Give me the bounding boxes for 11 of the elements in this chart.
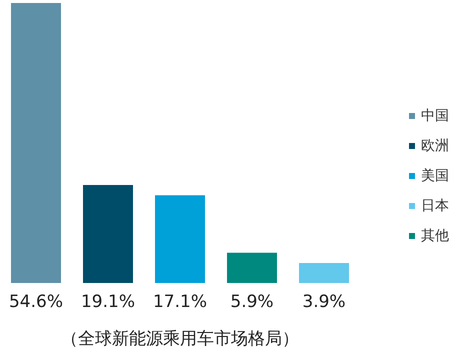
x-axis-title: （全球新能源乘用车市场格局）	[61, 329, 299, 349]
legend-label: 其他	[421, 227, 449, 246]
legend-label: 美国	[421, 167, 449, 186]
data-label: 5.9%	[230, 292, 274, 312]
data-label: 3.9%	[302, 292, 346, 312]
data-label: 17.1%	[152, 292, 208, 312]
legend-label: 欧洲	[421, 137, 449, 156]
data-label: 19.1%	[80, 292, 136, 312]
data-label: 54.6%	[8, 292, 64, 312]
legend-label: 日本	[421, 197, 449, 216]
legend-label: 中国	[421, 107, 449, 126]
